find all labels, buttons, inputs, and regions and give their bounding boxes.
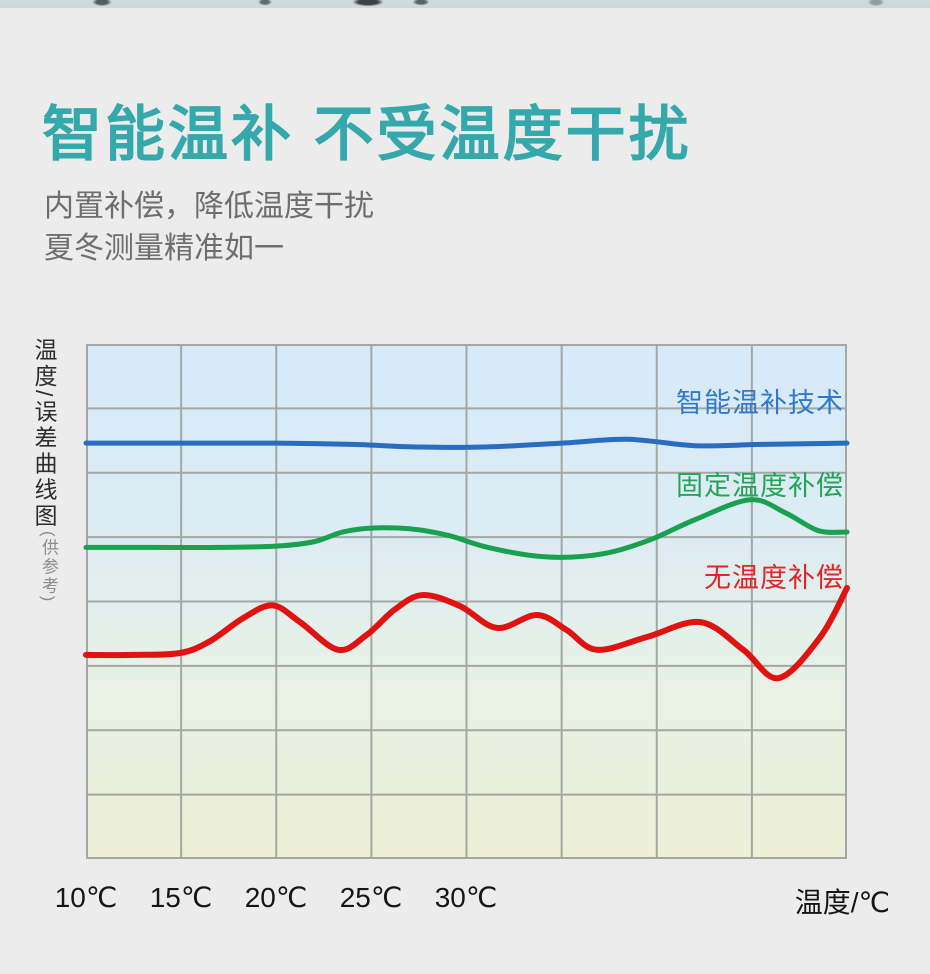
x-tick-30c: 30℃	[434, 882, 498, 913]
line-no-compensation	[83, 584, 850, 682]
x-tick-10c: 10℃	[54, 882, 118, 913]
x-tick-20c: 20℃	[244, 882, 308, 913]
page-title: 智能温补 不受温度干扰	[42, 101, 692, 168]
legend-no-compensation: 无温度补偿	[704, 563, 844, 593]
y-axis-label: 温度/误差曲线图 (供参考)	[27, 338, 61, 858]
line-smart-compensation	[83, 436, 850, 450]
y-axis-label-main: 温度/误差曲线图	[31, 338, 57, 530]
legend-fixed-compensation: 固定温度补偿	[676, 471, 844, 501]
legend-smart-compensation: 智能温补技术	[676, 388, 844, 418]
line-fixed-compensation	[83, 497, 850, 560]
subtitle-line-2: 夏冬测量精准如一	[44, 232, 284, 265]
subtitle-line-1: 内置补偿，降低温度干扰	[44, 190, 374, 223]
x-axis-unit-label: 温度/℃	[794, 887, 890, 918]
decorative-top-image-strip	[0, 0, 930, 8]
y-axis-label-note: (供参考)	[39, 531, 58, 604]
x-tick-25c: 25℃	[339, 882, 403, 913]
plot-area: 智能温补技术 固定温度补偿 无温度补偿	[83, 344, 850, 859]
chart-svg	[83, 344, 850, 859]
x-tick-15c: 15℃	[149, 882, 213, 913]
